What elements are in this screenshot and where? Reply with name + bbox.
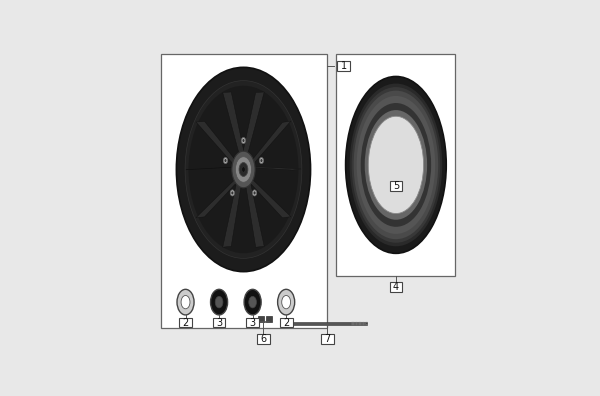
- Bar: [258, 316, 264, 322]
- Bar: [280, 318, 293, 327]
- Ellipse shape: [231, 191, 233, 194]
- Ellipse shape: [215, 296, 223, 308]
- Text: 1: 1: [341, 61, 347, 71]
- Ellipse shape: [242, 139, 245, 142]
- Text: 4: 4: [393, 282, 399, 292]
- Polygon shape: [244, 176, 264, 247]
- Ellipse shape: [223, 158, 227, 164]
- Ellipse shape: [176, 67, 311, 272]
- Polygon shape: [186, 167, 241, 170]
- Ellipse shape: [352, 87, 440, 243]
- Ellipse shape: [249, 296, 256, 308]
- Ellipse shape: [239, 162, 248, 177]
- Text: 3: 3: [250, 318, 256, 327]
- Ellipse shape: [254, 191, 256, 194]
- Bar: [287, 322, 367, 325]
- Polygon shape: [241, 92, 264, 161]
- Ellipse shape: [282, 295, 290, 309]
- Ellipse shape: [365, 110, 427, 220]
- Ellipse shape: [253, 190, 257, 196]
- Ellipse shape: [353, 91, 438, 239]
- Bar: [212, 318, 226, 327]
- Ellipse shape: [356, 96, 435, 234]
- Text: 5: 5: [393, 181, 399, 191]
- Ellipse shape: [361, 103, 431, 227]
- Ellipse shape: [211, 289, 227, 315]
- Bar: [337, 53, 455, 276]
- Ellipse shape: [177, 289, 194, 315]
- Bar: [389, 282, 403, 292]
- Text: 2: 2: [283, 318, 289, 327]
- Ellipse shape: [230, 190, 235, 196]
- Ellipse shape: [181, 295, 190, 309]
- Text: 6: 6: [260, 334, 266, 345]
- Ellipse shape: [235, 157, 251, 182]
- Bar: [287, 321, 293, 326]
- Polygon shape: [246, 166, 301, 170]
- Bar: [161, 53, 328, 328]
- Bar: [389, 181, 403, 191]
- Polygon shape: [223, 176, 242, 247]
- Bar: [337, 61, 350, 71]
- Text: 3: 3: [216, 318, 222, 327]
- Ellipse shape: [350, 84, 442, 246]
- Ellipse shape: [368, 116, 424, 213]
- Bar: [246, 318, 259, 327]
- Ellipse shape: [185, 81, 302, 258]
- Ellipse shape: [241, 137, 245, 144]
- Bar: [321, 335, 334, 344]
- Ellipse shape: [346, 76, 446, 253]
- Ellipse shape: [242, 167, 245, 172]
- Polygon shape: [246, 121, 291, 167]
- Polygon shape: [223, 92, 246, 161]
- Ellipse shape: [224, 159, 227, 162]
- Ellipse shape: [244, 289, 261, 315]
- Polygon shape: [196, 176, 242, 218]
- Bar: [266, 316, 272, 322]
- Polygon shape: [244, 176, 291, 218]
- Ellipse shape: [232, 151, 255, 188]
- Bar: [257, 335, 269, 344]
- Polygon shape: [196, 122, 241, 167]
- Ellipse shape: [260, 159, 263, 162]
- FancyArrow shape: [366, 323, 368, 324]
- Ellipse shape: [278, 289, 295, 315]
- Text: 7: 7: [324, 334, 331, 345]
- Ellipse shape: [259, 158, 263, 164]
- Ellipse shape: [188, 86, 298, 253]
- Text: 2: 2: [182, 318, 188, 327]
- Bar: [179, 318, 192, 327]
